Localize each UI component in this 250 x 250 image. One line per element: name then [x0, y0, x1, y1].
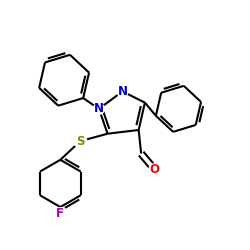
Circle shape: [74, 135, 87, 147]
Text: N: N: [94, 102, 104, 115]
Text: O: O: [150, 163, 160, 176]
Text: N: N: [118, 85, 128, 98]
Circle shape: [117, 86, 128, 97]
Circle shape: [55, 208, 66, 219]
Text: F: F: [56, 207, 64, 220]
Text: S: S: [76, 135, 84, 148]
Circle shape: [94, 103, 104, 114]
Circle shape: [149, 164, 161, 176]
